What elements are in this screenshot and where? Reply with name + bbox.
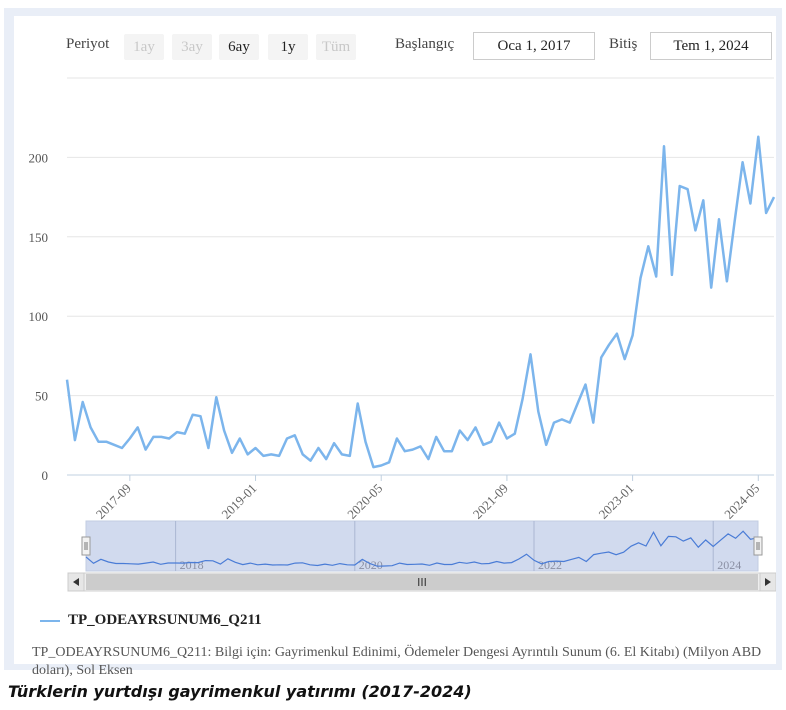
x-tick-label: 2020-05	[344, 481, 385, 522]
chevron-left-icon	[73, 578, 79, 586]
navigator-year-label: 2022	[538, 558, 562, 572]
y-tick-label: 150	[29, 230, 49, 245]
period-6ay-button[interactable]: 6ay	[219, 34, 259, 60]
scrollbar-grip: III	[417, 576, 427, 589]
legend-series-label: TP_ODEAYRSUNUM6_Q211	[68, 612, 262, 628]
chart-frame: Periyot 1ay 3ay 6ay 1y Tüm Başlangıç Oca…	[4, 8, 782, 678]
navigator-year-label: 2018	[180, 558, 204, 572]
series-line	[65, 135, 776, 469]
navigator-year-label: 2020	[359, 558, 383, 572]
start-date-label: Başlangıç	[395, 36, 455, 52]
line-chart: 0 50 100 150 200 2017-09 2019-01 2020-05 2021-09…	[29, 77, 776, 592]
start-date-input[interactable]: Oca 1, 2017	[473, 32, 595, 60]
period-1y-button[interactable]: 1y	[268, 34, 308, 60]
legend-item[interactable]: TP_ODEAYRSUNUM6_Q211	[40, 612, 262, 630]
x-tick-label: 2017-09	[93, 481, 134, 522]
end-date-input[interactable]: Tem 1, 2024	[650, 32, 772, 60]
end-date-label: Bitiş	[609, 36, 638, 52]
navigator-year-label: 2024	[717, 558, 741, 572]
period-label: Periyot	[66, 36, 110, 52]
y-tick-label: 50	[35, 389, 48, 404]
period-3ay-button[interactable]: 3ay	[172, 34, 212, 60]
period-all-button[interactable]: Tüm	[316, 34, 356, 60]
y-tick-label: 200	[29, 150, 49, 165]
navigator-series-line	[85, 530, 759, 567]
series-note: TP_ODEAYRSUNUM6_Q211: Bilgi için: Gayrim…	[32, 645, 762, 678]
x-tick-label: 2019-01	[218, 481, 259, 522]
period-1ay-button[interactable]: 1ay	[124, 34, 164, 60]
x-tick-label: 2024-05	[721, 481, 762, 522]
navigator-left-handle[interactable]	[81, 536, 91, 556]
chevron-right-icon	[765, 578, 771, 586]
navigator-right-handle[interactable]	[753, 536, 763, 556]
x-tick-label: 2021-09	[470, 481, 511, 522]
x-tick-label: 2023-01	[595, 481, 636, 522]
scrollbar-thumb[interactable]	[86, 574, 758, 590]
legend-line-icon	[40, 619, 60, 622]
chart-panel: Periyot 1ay 3ay 6ay 1y Tüm Başlangıç Oca…	[14, 16, 776, 678]
y-tick-label: 0	[42, 468, 49, 483]
figure-caption: Türklerin yurtdışı gayrimenkul yatırımı …	[8, 682, 472, 701]
y-tick-label: 100	[29, 309, 49, 324]
